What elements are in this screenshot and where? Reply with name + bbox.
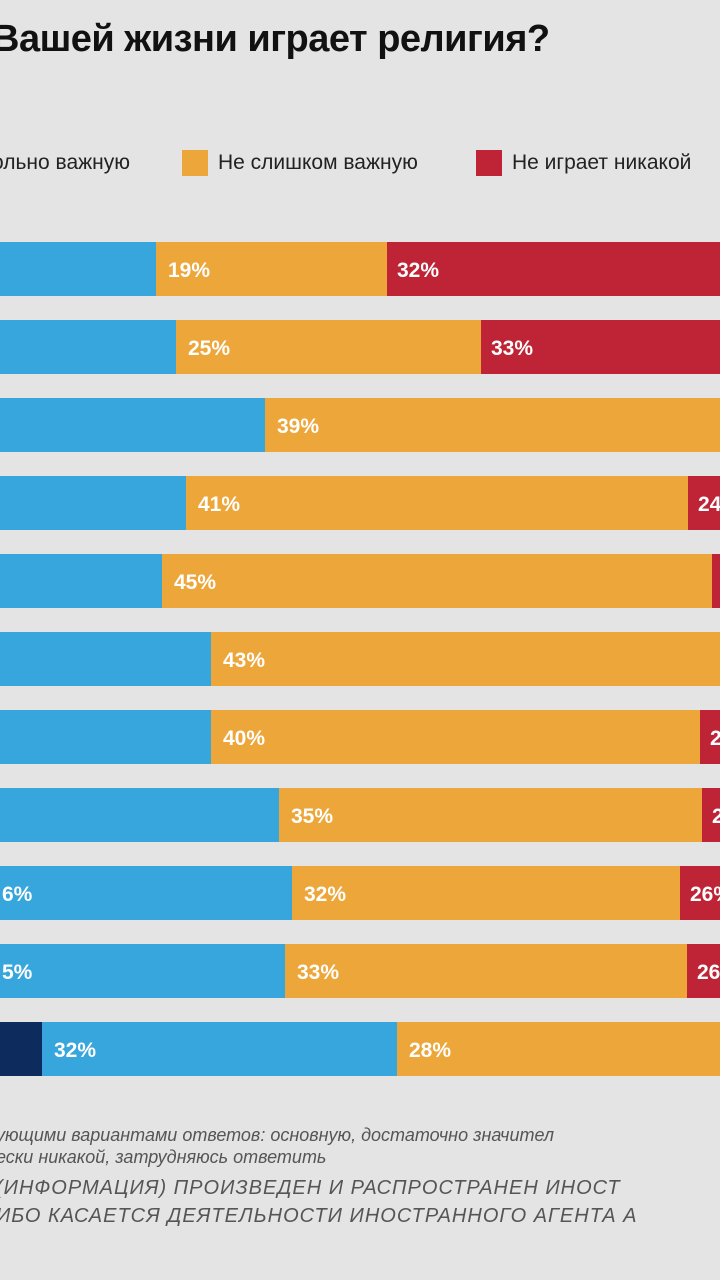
bar-red-1 [387,242,720,296]
label-red-10: 26 [697,961,720,984]
legend-swatch-orange [182,150,208,176]
chart-notes: ующими вариантами ответов: основную, дос… [0,1124,720,1168]
bar-orange-2 [176,320,481,374]
bar-blue-8 [0,788,279,842]
bar-orange-4 [186,476,688,530]
label-red-1: 32% [397,259,439,282]
legend-item-blue: ольно важную [0,148,130,178]
chart-title: Вашей жизни играет религия? [0,18,550,60]
disclaimer-line-2: ИБО КАСАЕТСЯ ДЕЯТЕЛЬНОСТИ ИНОСТРАННОГО А… [0,1205,638,1227]
label-orange-2: 25% [188,337,230,360]
bar-red-2 [481,320,720,374]
legend-label-orange: Не слишком важную [218,151,418,174]
label-orange-5: 45% [174,571,216,594]
bar-red-5 [712,554,720,608]
label-red-9: 26% [690,883,720,906]
label-orange-10: 33% [297,961,339,984]
label-red-7: 2 [710,727,720,750]
bar-blue-10 [0,944,285,998]
foreign-agent-disclaimer: (ИНФОРМАЦИЯ) ПРОИЗВЕДЕН И РАСПРОСТРАНЕН … [0,1174,638,1230]
bar-orange-11 [397,1022,720,1076]
bar-blue-3 [0,398,265,452]
legend-label-blue: ольно важную [0,151,131,174]
label-blue-11: 32% [54,1039,96,1062]
bar-red-4 [688,476,720,530]
note-line-1: ующими вариантами ответов: основную, дос… [0,1125,555,1145]
label-orange-8: 35% [291,805,333,828]
label-red-2: 33% [491,337,533,360]
label-orange-3: 39% [277,415,319,438]
bar-blue-11 [42,1022,397,1076]
bar-orange-8 [279,788,702,842]
bar-orange-10 [285,944,687,998]
label-red-8: 2 [712,805,720,828]
label-red-4: 24 [698,493,720,516]
label-orange-7: 40% [223,727,265,750]
bar-red-10 [687,944,720,998]
label-blue-9: 6% [2,883,33,906]
legend-item-orange: Не слишком важную [182,148,418,178]
bar-blue-9 [0,866,292,920]
bar-orange-5 [162,554,712,608]
bar-orange-9 [292,866,680,920]
note-line-2: ески никакой, затрудняюсь ответить [0,1147,327,1167]
disclaimer-line-1: (ИНФОРМАЦИЯ) ПРОИЗВЕДЕН И РАСПРОСТРАНЕН … [0,1177,621,1199]
bar-dark-blue-11 [0,1022,42,1076]
label-orange-11: 28% [409,1039,451,1062]
bar-orange-7 [211,710,700,764]
bar-orange-3 [265,398,720,452]
label-orange-9: 32% [304,883,346,906]
legend-item-red: Не играет никакой [476,148,691,178]
bar-blue-4 [0,476,186,530]
legend-swatch-red [476,150,502,176]
bar-blue-1 [0,242,156,296]
label-blue-10: 5% [2,961,33,984]
bar-red-7 [700,710,720,764]
bar-orange-6 [211,632,720,686]
bar-red-9 [680,866,720,920]
bar-blue-5 [0,554,162,608]
label-orange-4: 41% [198,493,240,516]
bar-red-8 [702,788,720,842]
bar-orange-1 [156,242,387,296]
bar-blue-7 [0,710,211,764]
label-orange-1: 19% [168,259,210,282]
legend-label-red: Не играет никакой [512,151,692,174]
bar-blue-2 [0,320,176,374]
bar-blue-6 [0,632,211,686]
label-orange-6: 43% [223,649,265,672]
